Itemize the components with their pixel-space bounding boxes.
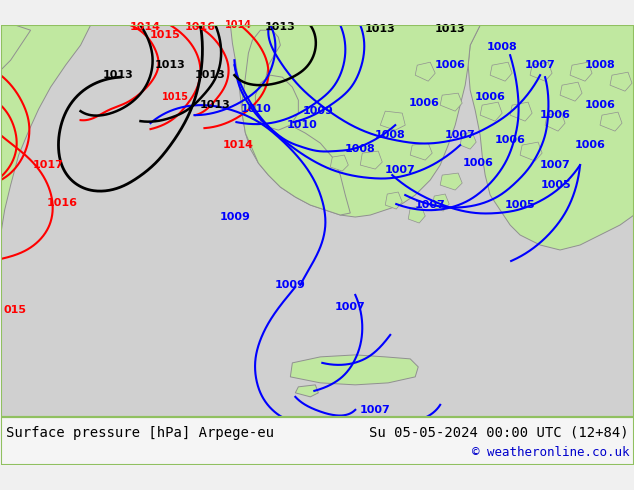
Polygon shape [415,62,435,81]
Polygon shape [530,62,552,81]
Text: 1006: 1006 [475,92,505,102]
Text: 1014: 1014 [130,22,161,32]
Polygon shape [560,82,582,101]
Text: 1013: 1013 [365,24,396,34]
Text: 1005: 1005 [541,180,571,190]
Text: 1014: 1014 [223,140,254,150]
Text: 1006: 1006 [409,98,439,108]
Polygon shape [432,194,450,211]
Text: 1009: 1009 [365,450,396,460]
Polygon shape [380,111,405,130]
Text: 1005: 1005 [505,200,536,210]
Polygon shape [468,25,634,250]
Polygon shape [490,62,512,81]
Polygon shape [440,93,462,111]
Polygon shape [200,25,480,217]
Text: 1016: 1016 [185,22,216,32]
Polygon shape [290,355,418,385]
Text: 1014: 1014 [225,20,252,30]
Text: 1006: 1006 [540,110,571,120]
Text: 1006: 1006 [574,140,605,150]
Polygon shape [570,62,592,81]
Text: 1008: 1008 [345,144,376,154]
Text: 1007: 1007 [385,416,416,426]
Text: 1013: 1013 [195,70,226,80]
Polygon shape [410,143,432,160]
Text: 1006: 1006 [495,135,526,145]
Polygon shape [545,112,565,131]
Text: 1008: 1008 [375,130,406,140]
Text: 1007: 1007 [385,165,416,175]
Text: 1007: 1007 [540,160,571,170]
Text: 1009: 1009 [220,212,251,222]
Polygon shape [600,112,622,131]
Polygon shape [1,25,30,70]
Text: 1009: 1009 [303,106,333,116]
Polygon shape [360,151,382,169]
Polygon shape [610,72,632,91]
Polygon shape [1,25,91,235]
Text: 1009: 1009 [275,280,306,290]
Text: 1006: 1006 [287,430,318,440]
Text: © weatheronline.co.uk: © weatheronline.co.uk [472,446,629,459]
Text: 1013: 1013 [265,22,295,32]
Text: 1016: 1016 [47,198,78,208]
Text: 1010: 1010 [287,120,318,130]
Polygon shape [295,385,318,397]
Polygon shape [460,132,476,149]
Text: 1007: 1007 [445,130,476,140]
Text: Su 05-05-2024 00:00 UTC (12+84): Su 05-05-2024 00:00 UTC (12+84) [370,426,629,440]
Bar [1,25,634,417]
Text: 1008: 1008 [585,60,616,70]
Polygon shape [256,75,299,130]
Text: 1006: 1006 [310,416,340,426]
Text: 1006: 1006 [585,100,616,110]
Text: 1017: 1017 [33,160,64,170]
Text: 1015: 1015 [150,30,181,40]
Text: 1015: 1015 [162,92,189,102]
Text: 1010: 1010 [241,104,272,114]
Polygon shape [385,192,402,209]
Text: 1013: 1013 [155,60,186,70]
Polygon shape [330,155,348,171]
Bar [1,417,634,465]
Text: 1013: 1013 [103,70,134,80]
Text: 1007: 1007 [360,405,391,415]
Text: 1006: 1006 [463,158,494,168]
Text: 1008: 1008 [487,42,517,52]
Polygon shape [480,102,502,121]
Text: 1006: 1006 [435,60,465,70]
Polygon shape [408,206,425,223]
Text: 015: 015 [3,305,26,315]
Polygon shape [440,173,462,190]
Text: 1007: 1007 [335,302,366,312]
Text: 1007: 1007 [525,60,555,70]
Text: Surface pressure [hPa] Arpege-eu: Surface pressure [hPa] Arpege-eu [6,426,274,440]
Polygon shape [242,30,351,215]
Text: 1007: 1007 [415,200,446,210]
Text: 1013: 1013 [435,24,465,34]
Text: 1013: 1013 [200,100,231,110]
Polygon shape [520,142,542,161]
Polygon shape [510,102,532,121]
